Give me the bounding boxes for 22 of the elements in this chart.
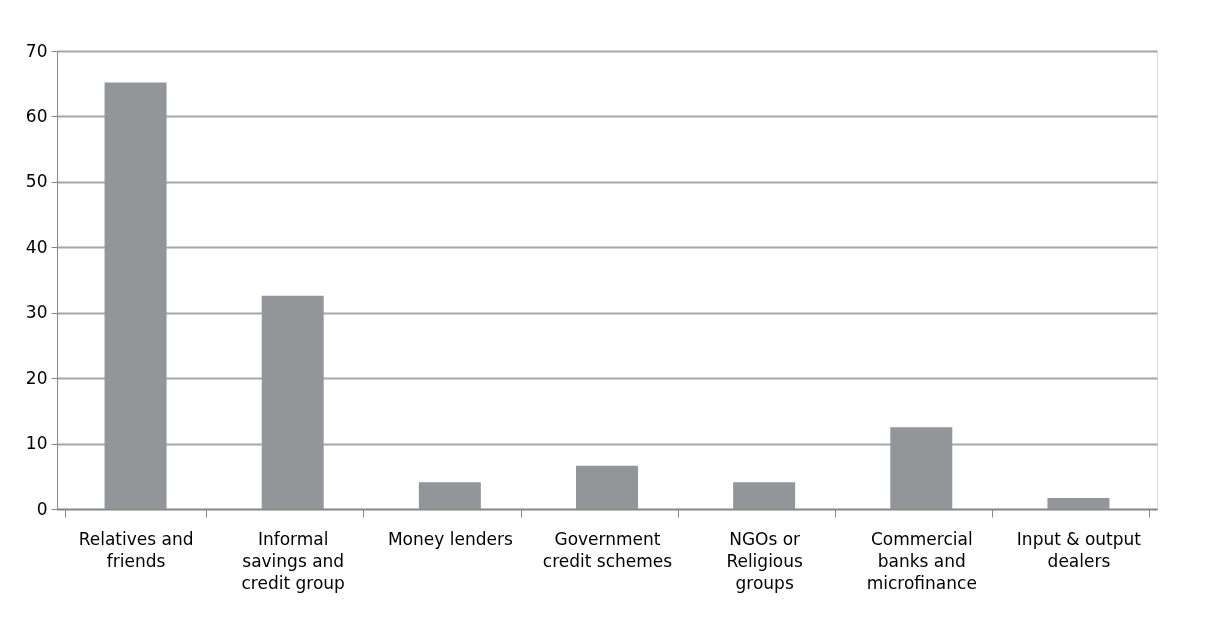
x-tick-label: Input & output dealers xyxy=(1016,528,1142,571)
y-tick-label: 20 xyxy=(25,367,48,388)
y-tick-label: 30 xyxy=(25,302,48,323)
bar xyxy=(104,82,167,509)
bar xyxy=(890,427,953,509)
y-tick-label: 40 xyxy=(25,236,48,257)
y-tick-label: 60 xyxy=(25,105,48,126)
bar xyxy=(733,482,796,509)
y-tick-label: 0 xyxy=(36,498,48,519)
bar xyxy=(1047,497,1110,509)
bar xyxy=(261,295,324,509)
y-tick-label: 50 xyxy=(25,171,48,192)
x-tick-label: Government credit schemes xyxy=(542,528,673,571)
x-tick-label: NGOs or Religious groups xyxy=(726,528,804,593)
x-tick-label: Informal savings and credit group xyxy=(241,528,345,593)
bar xyxy=(576,465,638,509)
y-tick-label: 10 xyxy=(25,433,48,454)
bar xyxy=(418,482,481,509)
x-tick-label: Money lenders xyxy=(387,528,513,549)
x-tick-label: Commercial banks and microfinance xyxy=(866,528,977,593)
x-tick-label: Relatives and friends xyxy=(78,528,194,571)
y-tick-label: 70 xyxy=(25,40,48,61)
